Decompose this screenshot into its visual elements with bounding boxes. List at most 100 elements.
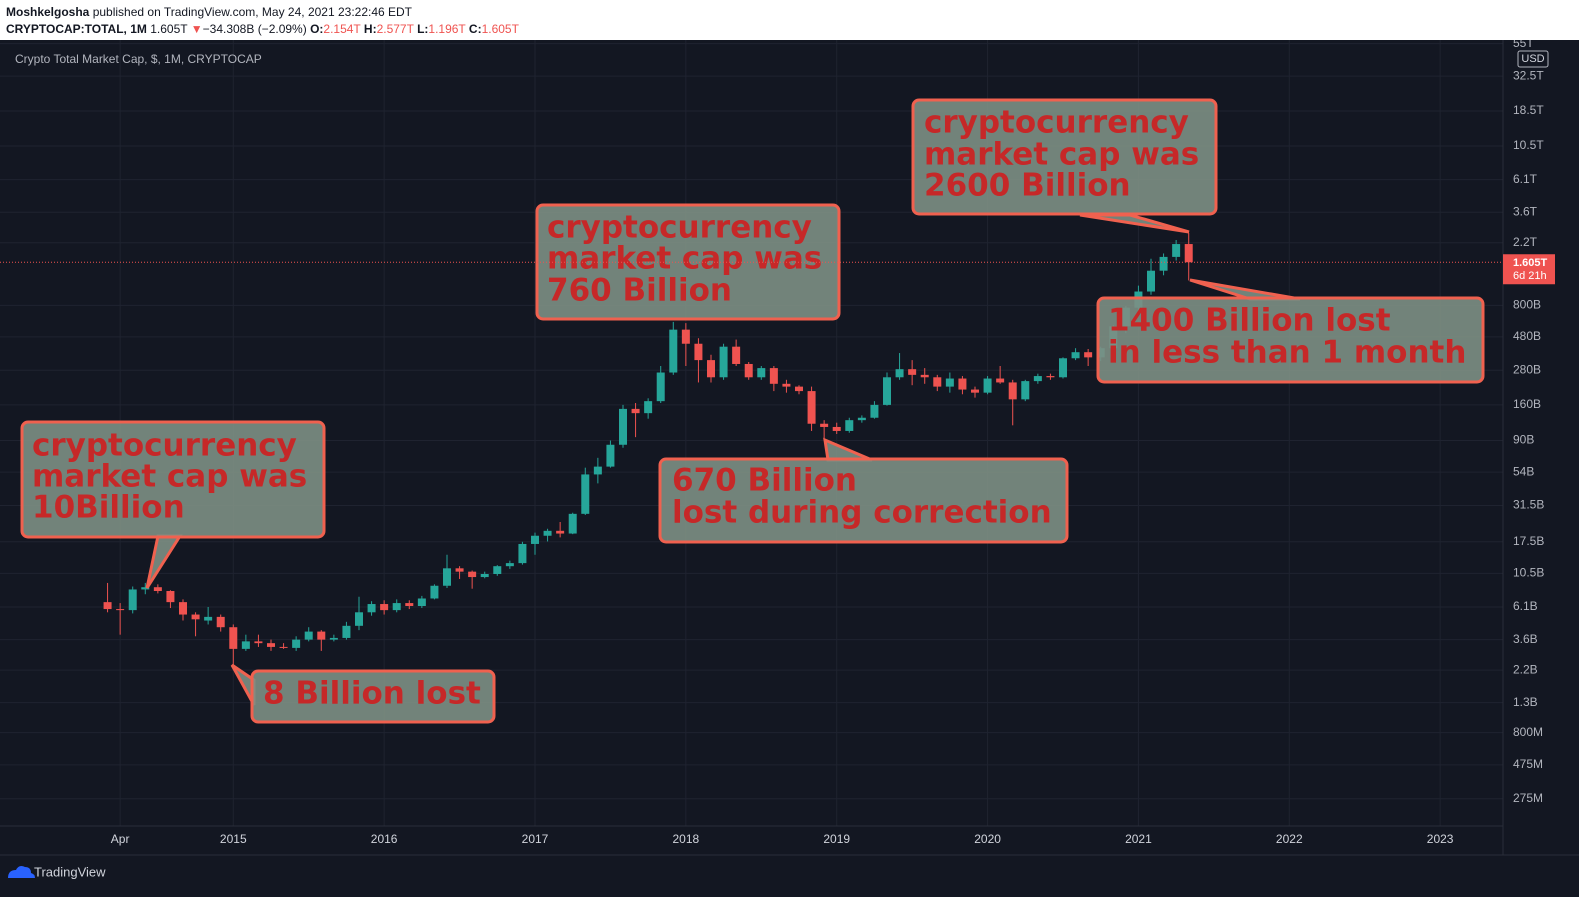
y-tick-label: 275M [1513, 791, 1543, 805]
brand: TradingView [34, 864, 106, 879]
candle-body [191, 614, 200, 620]
candle-body [204, 616, 213, 621]
change: −34.308B (−2.09%) [202, 22, 307, 36]
callout-text: 2600 Billion [924, 168, 1131, 204]
candle-body [267, 643, 275, 647]
candle-body [983, 378, 992, 393]
y-tick-label: 17.5B [1513, 534, 1544, 548]
candle-body [329, 637, 338, 640]
candle-body [443, 568, 451, 586]
candle-body [832, 426, 841, 431]
x-tick-label: 2018 [673, 832, 700, 846]
author: Moshkelgosha [6, 5, 90, 19]
candle-body [857, 417, 866, 421]
currency: USD [1521, 53, 1544, 65]
candle-body [1059, 358, 1067, 378]
candle-body [1147, 270, 1155, 292]
callout-text: market cap was [547, 241, 822, 277]
candle-body [380, 604, 389, 611]
candle-body [179, 602, 187, 615]
candle-body [417, 598, 426, 606]
x-tick-label: 2021 [1125, 832, 1152, 846]
published: published on TradingView.com, May 24, 20… [92, 5, 413, 19]
callout-text: cryptocurrency [924, 105, 1189, 141]
candle-body [606, 444, 615, 467]
candle-body [581, 474, 590, 514]
candle-body [531, 535, 539, 544]
candle-body [1008, 382, 1017, 400]
ohlc-value: 2.577T [376, 22, 414, 36]
chart-title: Crypto Total Market Cap, $, 1M, CRYPTOCA… [15, 52, 262, 66]
ohlc-value: 1.196T [428, 22, 466, 36]
y-tick-label: 160B [1513, 397, 1541, 411]
candle-body [619, 408, 627, 445]
callout-pointer [1079, 213, 1190, 234]
y-tick-label: 280B [1513, 362, 1541, 376]
candle-body [292, 639, 301, 648]
x-tick-label: 2017 [522, 832, 549, 846]
callout-text: lost during correction [672, 495, 1052, 531]
candle-body [1033, 376, 1042, 382]
candle-body [505, 563, 514, 567]
ohlc-key: O: [310, 22, 324, 36]
candle-body [996, 378, 1005, 383]
candle-body [405, 603, 414, 606]
candle-body [304, 631, 313, 640]
x-tick-label: 2016 [371, 832, 398, 846]
y-tick-label: 90B [1513, 433, 1534, 447]
candle-body [845, 420, 854, 431]
candle-body [681, 329, 690, 344]
candle-body [1046, 376, 1055, 378]
candle-body [908, 369, 917, 375]
candle-body [593, 466, 602, 475]
candle-body [355, 612, 363, 626]
publish-line: Moshkelgosha published on TradingView.co… [6, 5, 412, 19]
callout-text: 760 Billion [547, 273, 732, 309]
y-tick-label: 2.2B [1513, 662, 1538, 676]
ohlc-key: L: [417, 22, 429, 36]
candle-body [971, 389, 979, 393]
candle-body [757, 368, 766, 378]
callout-pointer [1189, 278, 1301, 301]
y-tick-label: 54B [1513, 464, 1534, 478]
candle-body [1021, 381, 1030, 400]
candle-body [493, 566, 502, 574]
x-tick-label: 2022 [1276, 832, 1303, 846]
callout [250, 669, 496, 724]
x-tick-label: 2019 [823, 832, 850, 846]
candle-body [870, 404, 879, 418]
callout-text: cryptocurrency [32, 428, 297, 464]
callout [1096, 296, 1485, 384]
candle-body [116, 609, 125, 611]
candle-body [1071, 352, 1080, 359]
candle-body [669, 329, 678, 373]
candle-body [933, 377, 942, 387]
last-price-label: 1.605T [1513, 257, 1548, 269]
callout [911, 98, 1218, 216]
callout-pointer [823, 437, 873, 462]
callout [20, 420, 326, 539]
ohlc-key: H: [363, 22, 377, 36]
arrow: ▼ [190, 22, 203, 36]
chart: Crypto Total Market Cap, $, 1M, CRYPTOCA… [0, 40, 1579, 879]
y-tick-label: 3.6B [1513, 632, 1538, 646]
candle-body [1184, 244, 1193, 263]
candle-body [229, 627, 238, 649]
candle-body [518, 543, 527, 564]
candle-body [694, 343, 703, 361]
candle-body [795, 386, 803, 392]
candle-body [141, 587, 150, 590]
candle-body [430, 585, 439, 599]
callout-pointer [145, 534, 183, 589]
candle-body [631, 408, 640, 414]
candle-body [166, 591, 175, 603]
candle-body [480, 573, 489, 578]
callout-text: market cap was [32, 459, 307, 495]
candle-body [241, 641, 250, 649]
candle-body [317, 631, 326, 640]
callout-text: 1400 Billion lost [1108, 303, 1391, 339]
candle-body [342, 625, 351, 638]
candle-body [732, 346, 741, 364]
x-tick-label: 2020 [974, 832, 1001, 846]
y-tick-label: 10.5T [1513, 138, 1544, 152]
